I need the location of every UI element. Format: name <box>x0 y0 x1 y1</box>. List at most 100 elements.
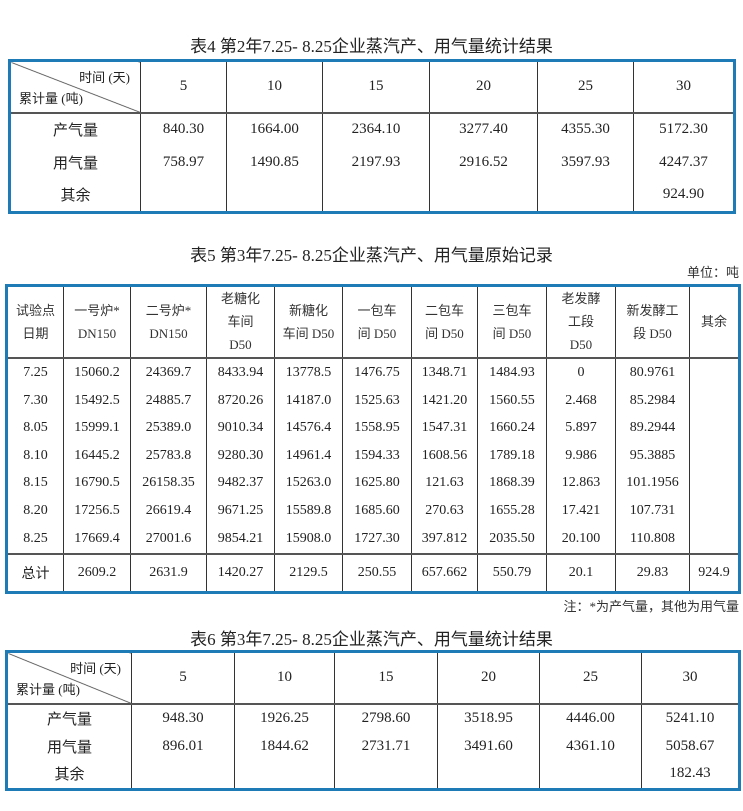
table-cell: 758.97 <box>140 146 227 179</box>
table-cell: 8.05 <box>23 420 48 436</box>
column-header: 其余 <box>689 285 740 359</box>
table-row: 其余 924.90 <box>10 178 735 213</box>
table5: 试验点 日期 一号炉* DN150 二号炉* DN150 老糖化 车间 D50 新糖化 车间 D50… <box>5 284 741 594</box>
table-cell <box>437 759 540 790</box>
table-cell: 89.2944 <box>615 414 690 442</box>
table-cell: 397.812 <box>411 524 478 554</box>
header-line: 老发酵 <box>561 291 601 307</box>
column-header: 新糖化 车间 D50 <box>274 285 343 359</box>
table-cell: 1594.33 <box>342 441 412 470</box>
table-row: 用气量 758.97 1490.85 2197.93 2916.52 3597.93 424… <box>10 146 735 179</box>
table-cell: 270.63 <box>411 496 478 525</box>
header-row: 试验点 日期 一号炉* DN150 二号炉* DN150 老糖化 车间 D50 新糖化 车间 D50… <box>6 285 740 359</box>
table-cell <box>322 178 430 213</box>
table-cell: 8.25 <box>23 530 48 546</box>
header-line: 日期 <box>22 325 49 341</box>
table-cell: 25783.8 <box>130 441 207 470</box>
table-cell <box>689 496 740 525</box>
table-row: 8.20 17256.5 26619.4 9671.25 15589.8 1685.60 2… <box>7 496 740 525</box>
table-cell: 2731.71 <box>334 732 438 760</box>
table-cell: 5241.10 <box>641 703 740 733</box>
table-cell: 25389.0 <box>130 414 207 442</box>
table-cell: 2798.60 <box>334 703 438 733</box>
table-cell <box>689 414 740 442</box>
table-cell: 12.863 <box>546 469 616 497</box>
table-cell: 110.808 <box>615 524 690 554</box>
header-line: 试验点 <box>15 302 55 318</box>
table-cell: 13778.5 <box>274 357 343 387</box>
total-cell: 924.9 <box>689 552 740 593</box>
table-cell: 2035.50 <box>477 524 547 554</box>
table-cell: 5172.30 <box>633 112 735 147</box>
total-row: 总计 2609.2 2631.9 1420.27 2129.5 250.55 657.662… <box>6 552 740 593</box>
table-cell: 1926.25 <box>234 703 335 733</box>
column-header: 5 <box>140 60 227 114</box>
table-cell: 16445.2 <box>63 441 131 470</box>
table-cell: 20.100 <box>546 524 616 554</box>
table-cell: 14576.4 <box>274 414 343 442</box>
table-cell: 2.468 <box>546 386 616 415</box>
table-cell: 1655.28 <box>477 496 547 525</box>
table-row: 产气量 840.30 1664.00 2364.10 3277.40 4355.30 517… <box>10 112 735 147</box>
table-cell: 1727.30 <box>342 524 412 554</box>
table-cell: 14961.4 <box>274 441 343 470</box>
corner-bottom-label: 累计量 (吨) <box>19 90 83 106</box>
total-cell: 550.79 <box>477 552 547 593</box>
table-cell: 101.1956 <box>615 469 690 497</box>
corner-cell: 时间 (天) 累计量 (吨) <box>9 60 141 114</box>
column-header: 三包车间 D50 <box>477 285 547 359</box>
table-cell: 8.20 <box>23 502 48 518</box>
header-line: 新糖化 <box>288 302 328 318</box>
row-label: 产气量 <box>52 123 98 140</box>
total-cell: 29.83 <box>615 552 690 593</box>
column-header: 30 <box>641 651 740 705</box>
table-cell: 14187.0 <box>274 386 343 415</box>
header-row: 时间 (天) 累计量 (吨) 5 10 15 20 25 30 <box>9 60 735 114</box>
table-cell: 840.30 <box>140 112 227 147</box>
table-row: 8.10 16445.2 25783.8 9280.30 14961.4 1594.33 1… <box>7 441 740 470</box>
table-cell: 1664.00 <box>226 112 323 147</box>
table-cell: 9671.25 <box>206 496 275 525</box>
table-cell: 15589.8 <box>274 496 343 525</box>
table-cell: 1660.24 <box>477 414 547 442</box>
table-cell: 1476.75 <box>342 357 412 387</box>
table-cell: 924.90 <box>633 178 735 213</box>
table-cell: 24369.7 <box>130 357 207 387</box>
table5-note: 注：*为产气量，其他为用气量 <box>563 599 739 614</box>
table4: 时间 (天) 累计量 (吨) 5 10 15 20 25 30 产气量 840.30 1664.00… <box>8 59 736 214</box>
row-label: 其余 <box>60 188 91 205</box>
table-cell: 2916.52 <box>429 146 538 179</box>
column-header: 新发酵工段 D50 <box>615 285 690 359</box>
table-cell: 3597.93 <box>537 146 634 179</box>
table-row: 8.15 16790.5 26158.35 9482.37 15263.0 1625.80… <box>7 469 740 497</box>
table-cell: 3277.40 <box>429 112 538 147</box>
column-header: 二号炉* DN150 <box>130 285 207 359</box>
table-cell: 1844.62 <box>234 732 335 760</box>
table-cell: 4355.30 <box>537 112 634 147</box>
table-cell: 2197.93 <box>322 146 430 179</box>
table-cell: 1789.18 <box>477 441 547 470</box>
table-row: 产气量 948.30 1926.25 2798.60 3518.95 4446.00 524… <box>7 703 740 733</box>
header-line: 一号炉* <box>74 302 120 318</box>
table-cell: 1421.20 <box>411 386 478 415</box>
column-header: 老糖化 车间 D50 <box>206 285 275 359</box>
table-cell: 16790.5 <box>63 469 131 497</box>
table-row: 8.25 17669.4 27001.6 9854.21 15908.0 1727.30 3… <box>7 524 740 554</box>
column-header: 20 <box>437 651 540 705</box>
table-row: 用气量 896.01 1844.62 2731.71 3491.60 4361.10 505… <box>7 732 740 760</box>
table-cell: 1625.80 <box>342 469 412 497</box>
column-header: 30 <box>633 60 735 114</box>
table-cell: 27001.6 <box>130 524 207 554</box>
row-label: 用气量 <box>46 739 92 756</box>
table-cell: 3491.60 <box>437 732 540 760</box>
column-header: 10 <box>226 60 323 114</box>
table-cell: 8720.26 <box>206 386 275 415</box>
table-cell: 5.897 <box>546 414 616 442</box>
table-cell: 9010.34 <box>206 414 275 442</box>
table-cell: 3518.95 <box>437 703 540 733</box>
table-cell: 107.731 <box>615 496 690 525</box>
table-cell: 8433.94 <box>206 357 275 387</box>
table-row: 其余 182.43 <box>7 759 740 790</box>
header-row: 时间 (天) 累计量 (吨) 5 10 15 20 25 30 <box>6 651 740 705</box>
header-line: D50 <box>229 337 252 353</box>
